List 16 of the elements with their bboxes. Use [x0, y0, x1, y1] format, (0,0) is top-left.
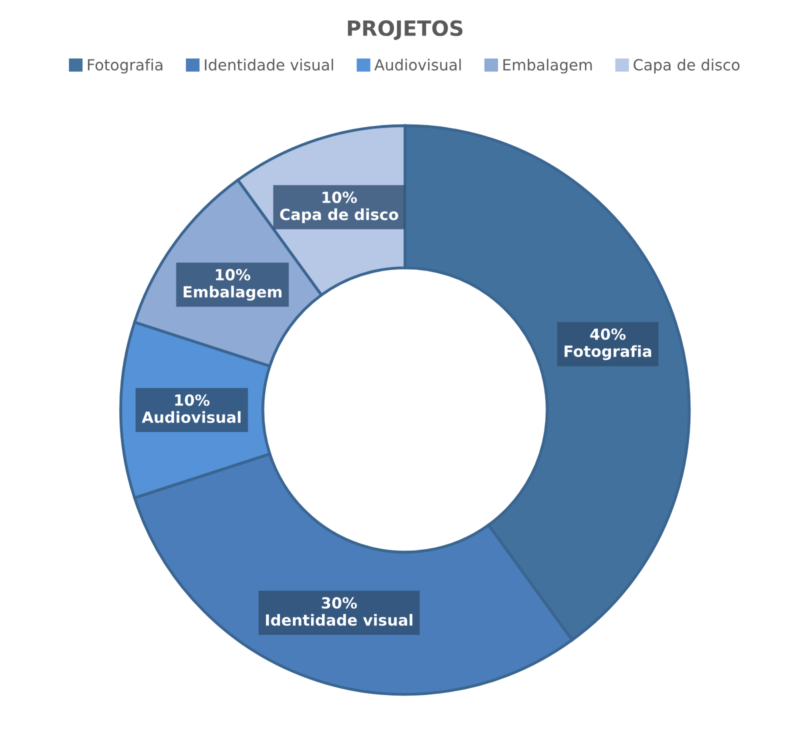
- data-label: 10%: [216, 268, 250, 280]
- legend-label: Fotografia: [88, 58, 162, 74]
- slice-label: Fotografia: [564, 345, 652, 360]
- slice-label: Embalagem: [184, 286, 282, 301]
- data-label: 30%: [322, 597, 357, 609]
- data-label: 10%: [322, 192, 357, 204]
- legend-label: Embalagem: [503, 58, 592, 74]
- legend-label: Identidade visual: [204, 58, 334, 71]
- legend-label: Capa de disco: [634, 58, 740, 74]
- chart-title: PROJETOS: [348, 20, 462, 40]
- slice-label: Identidade visual: [266, 614, 412, 626]
- data-label: 40%: [590, 328, 626, 340]
- slice-label: Audiovisual: [142, 411, 241, 423]
- slice-label: Capa de disco: [280, 208, 398, 224]
- legend-label: Audiovisual: [374, 58, 461, 71]
- data-label: 10%: [175, 394, 210, 406]
